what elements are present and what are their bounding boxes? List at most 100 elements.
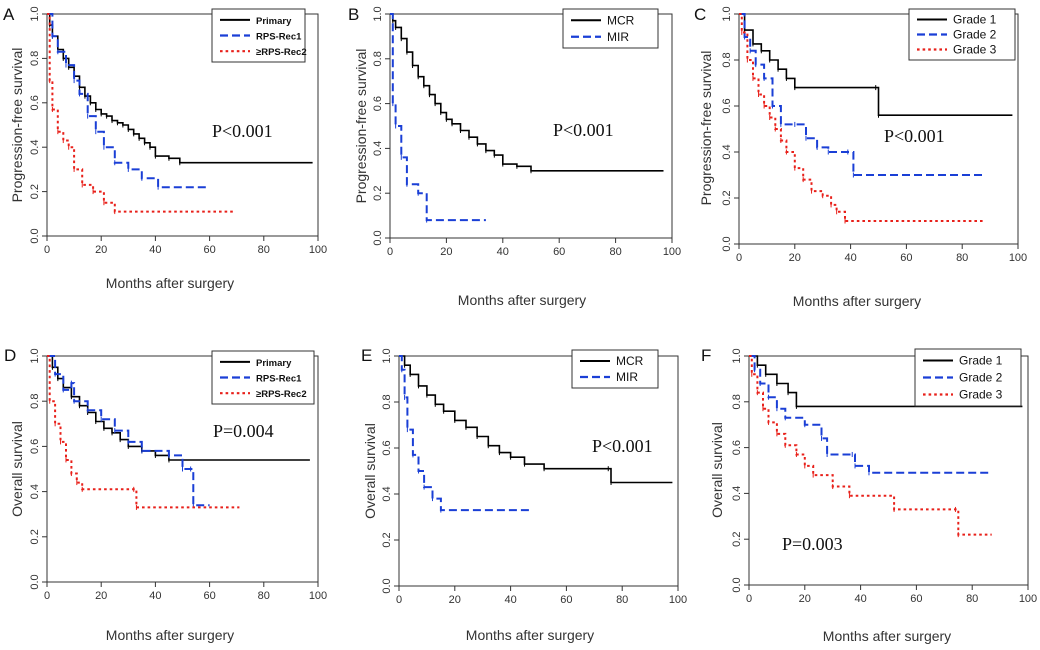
p-value-label: P<0.001	[212, 121, 273, 141]
panel-f: 0 20 40 60 80 100 0.0 0.2 0.4 0.6 0.8 1.0 Months aft…	[701, 346, 1037, 644]
x-tick-label: 80	[966, 593, 978, 605]
y-tick-label: 0.8	[721, 52, 733, 67]
x-tick-label: 40	[844, 252, 856, 264]
x-tick-label: 80	[616, 594, 628, 606]
x-tick-label: 100	[309, 590, 327, 602]
panel-d: 0 20 40 60 80 100 0.0 0.2 0.4 0.6 0.8 1.0 Months aft…	[4, 346, 327, 643]
x-tick-label: 100	[663, 246, 681, 258]
legend-box	[914, 348, 1022, 407]
x-axis-title: Months after surgery	[466, 627, 594, 643]
legend-box	[571, 349, 659, 389]
x-axis-title: Months after surgery	[106, 275, 234, 291]
p-value-label: P=0.003	[782, 534, 843, 554]
x-tick-label: 60	[560, 594, 572, 606]
legend-label: Grade 3	[959, 388, 1003, 402]
y-axis-title: Overall survival	[709, 422, 725, 518]
y-tick-label: 0.8	[29, 394, 41, 409]
x-axis-title: Months after surgery	[793, 293, 921, 309]
survival-curve-rps-rec2	[47, 355, 240, 509]
y-tick-label: 0.4	[721, 144, 733, 159]
p-value-label: P=0.004	[213, 421, 274, 441]
x-tick-label: 80	[258, 244, 270, 256]
y-tick-label: 0.0	[381, 578, 393, 593]
x-tick-label: 40	[149, 590, 161, 602]
plot-frame	[46, 13, 319, 237]
survival-curve-mir	[390, 13, 486, 222]
x-tick-label: 40	[149, 244, 161, 256]
y-tick-label: 1.0	[29, 348, 41, 363]
y-tick-label: 0.4	[29, 484, 41, 499]
y-axis-title: Overall survival	[362, 423, 378, 519]
legend-label: Primary	[256, 16, 292, 27]
y-tick-label: 0.4	[29, 140, 41, 155]
y-tick-label: 0.4	[381, 486, 393, 501]
y-axis-title: Progression-free survival	[9, 48, 25, 203]
x-tick-label: 20	[449, 594, 461, 606]
survival-curve-rps-rec1	[47, 13, 207, 189]
legend-label: MIR	[616, 370, 638, 384]
x-tick-label: 20	[95, 244, 107, 256]
legend: Grade 1 Grade 2 Grade 3	[914, 348, 1022, 407]
x-tick-label: 0	[387, 246, 393, 258]
x-tick-label: 60	[910, 593, 922, 605]
survival-curve-grade-2	[749, 355, 992, 474]
survival-curve-grade-2	[739, 13, 985, 176]
y-tick-label: 0.2	[372, 186, 384, 201]
panel-letter: A	[3, 5, 15, 24]
panel-letter: C	[694, 5, 706, 24]
x-tick-label: 80	[258, 590, 270, 602]
legend-label: MIR	[607, 30, 629, 44]
y-tick-label: 0.0	[29, 574, 41, 589]
y-tick-label: 0.2	[29, 529, 41, 544]
panel-letter: D	[4, 346, 16, 365]
panel-c: 0 20 40 60 80 100 0.0 0.2 0.4 0.6 0.8 1.0 Months aft…	[694, 5, 1027, 309]
y-tick-label: 1.0	[381, 348, 393, 363]
legend-label: MCR	[607, 13, 635, 27]
y-tick-label: 0.0	[731, 577, 743, 592]
y-tick-label: 1.0	[29, 6, 41, 21]
y-tick-label: 0.6	[721, 98, 733, 113]
y-tick-label: 0.2	[731, 532, 743, 547]
survival-curve-rps-rec2	[47, 13, 234, 213]
y-tick-label: 0.0	[29, 228, 41, 243]
legend-label: RPS-Rec1	[256, 32, 302, 43]
legend: Primary RPS-Rec1 ≥RPS-Rec2	[211, 350, 315, 405]
p-value-label: P<0.001	[553, 120, 614, 140]
x-tick-label: 40	[504, 594, 516, 606]
legend-label: Grade 1	[953, 13, 997, 27]
plot-frame	[398, 355, 679, 587]
y-tick-label: 0.0	[372, 230, 384, 245]
y-tick-label: 0.4	[731, 486, 743, 501]
y-tick-label: 1.0	[372, 6, 384, 21]
panel-b: 0 20 40 60 80 100 0.0 0.2 0.4 0.6 0.8 1.0 Months aft…	[348, 5, 681, 308]
x-tick-label: 20	[799, 593, 811, 605]
x-tick-label: 0	[44, 244, 50, 256]
x-tick-label: 0	[746, 593, 752, 605]
plot-frame	[748, 355, 1029, 586]
legend-label: ≥RPS-Rec2	[256, 47, 307, 58]
y-tick-label: 0.8	[372, 51, 384, 66]
legend-label: Grade 2	[959, 371, 1003, 385]
survival-curve-mir	[399, 355, 531, 512]
y-axis-title: Progression-free survival	[698, 51, 714, 206]
y-axis-title: Progression-free survival	[353, 49, 369, 204]
plot-frame	[738, 13, 1019, 245]
legend: MCR MIR	[562, 8, 659, 49]
x-tick-label: 20	[440, 246, 452, 258]
y-tick-label: 0.6	[29, 439, 41, 454]
y-axis-title: Overall survival	[9, 421, 25, 517]
y-tick-label: 0.6	[372, 96, 384, 111]
x-tick-label: 20	[789, 252, 801, 264]
y-tick-label: 0.0	[721, 236, 733, 251]
x-tick-label: 60	[203, 590, 215, 602]
x-tick-label: 60	[900, 252, 912, 264]
legend-label: Primary	[256, 358, 292, 369]
legend-label: ≥RPS-Rec2	[256, 389, 307, 400]
x-axis-title: Months after surgery	[823, 628, 951, 644]
y-tick-label: 0.6	[731, 440, 743, 455]
panel-letter: E	[361, 346, 372, 365]
y-tick-label: 1.0	[731, 348, 743, 363]
y-tick-label: 0.6	[29, 95, 41, 110]
p-value-label: P<0.001	[592, 436, 653, 456]
